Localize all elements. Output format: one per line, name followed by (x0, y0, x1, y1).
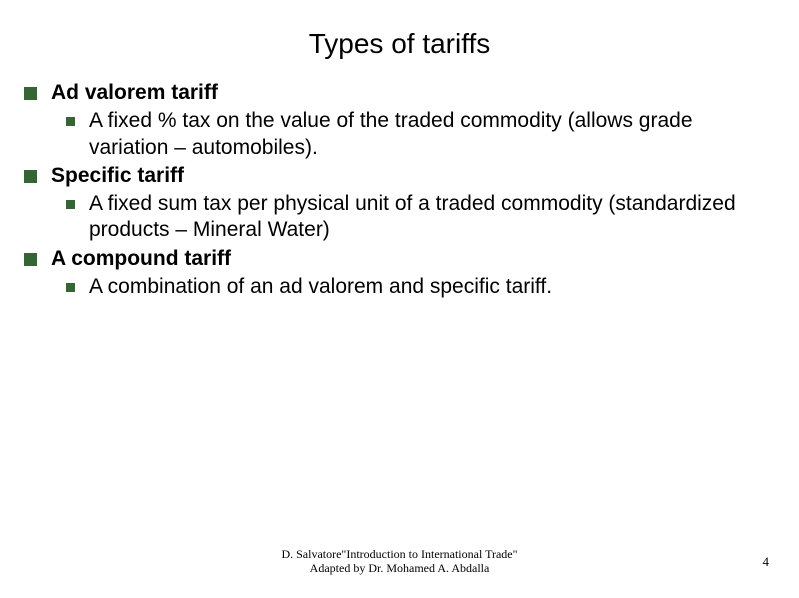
square-bullet-icon (24, 170, 37, 183)
list-subitem: A fixed % tax on the value of the traded… (66, 108, 775, 161)
square-bullet-icon (66, 200, 75, 209)
slide-title: Types of tariffs (0, 0, 799, 78)
slide-content: Ad valorem tariff A fixed % tax on the v… (0, 80, 799, 300)
list-item-label: Ad valorem tariff (51, 80, 218, 106)
footer: D. Salvatore"Introduction to Internation… (0, 548, 799, 576)
square-bullet-icon (24, 253, 37, 266)
square-bullet-icon (24, 87, 37, 100)
footer-line-1: D. Salvatore"Introduction to Internation… (0, 548, 799, 562)
list-item-label: Specific tariff (51, 163, 184, 189)
list-subitem: A fixed sum tax per physical unit of a t… (66, 191, 775, 244)
list-subitem-text: A fixed % tax on the value of the traded… (89, 108, 775, 161)
square-bullet-icon (66, 117, 75, 126)
list-item-label: A compound tariff (51, 246, 231, 272)
list-item: Ad valorem tariff (24, 80, 775, 106)
square-bullet-icon (66, 283, 75, 292)
list-subitem-text: A combination of an ad valorem and speci… (89, 274, 552, 300)
list-item: Specific tariff (24, 163, 775, 189)
slide: Types of tariffs Ad valorem tariff A fix… (0, 0, 799, 598)
list-subitem: A combination of an ad valorem and speci… (66, 274, 775, 300)
footer-line-2: Adapted by Dr. Mohamed A. Abdalla (0, 562, 799, 576)
page-number: 4 (763, 554, 770, 570)
list-subitem-text: A fixed sum tax per physical unit of a t… (89, 191, 775, 244)
list-item: A compound tariff (24, 246, 775, 272)
